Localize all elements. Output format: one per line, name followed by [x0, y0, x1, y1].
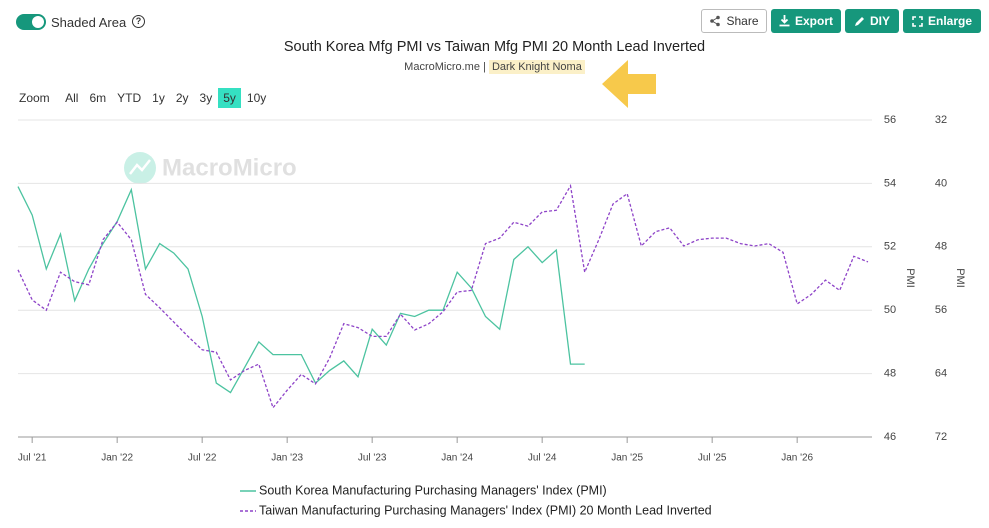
series-line — [17, 183, 869, 410]
watermark-text: MacroMicro — [162, 154, 297, 181]
series-line — [17, 186, 585, 394]
x-tick-label: Jul '22 — [188, 453, 217, 464]
y-tick-label: 56 — [884, 114, 896, 126]
export-button[interactable]: Export — [771, 9, 841, 33]
range-button[interactable]: 6m — [89, 91, 107, 105]
enlarge-icon — [912, 15, 923, 27]
y2-tick-label: 32 — [935, 114, 947, 126]
zoom-label: Zoom — [19, 91, 50, 105]
share-icon — [710, 15, 721, 27]
x-tick-label: Jul '24 — [528, 453, 557, 464]
button-label: DIY — [869, 14, 890, 28]
button-label: Export — [794, 14, 833, 28]
range-button[interactable]: 5y — [218, 88, 241, 108]
help-icon[interactable]: ? — [132, 15, 145, 28]
y2-axis-title: PMI — [954, 268, 966, 288]
range-button[interactable]: 10y — [246, 91, 267, 105]
diy-icon — [854, 16, 864, 26]
legend-label: South Korea Manufacturing Purchasing Man… — [259, 483, 607, 497]
range-selector: Zoom All 6m YTD 1y 2y 3y 5y 10y — [19, 88, 277, 108]
x-tick-label: Jan '22 — [101, 453, 133, 464]
diy-button[interactable]: DIY — [845, 9, 899, 33]
legend-label: Taiwan Manufacturing Purchasing Managers… — [259, 503, 712, 517]
y2-tick-label: 64 — [935, 368, 947, 380]
pointer-arrow — [602, 60, 656, 108]
range-button[interactable]: All — [65, 91, 79, 105]
x-tick-label: Jan '24 — [441, 453, 473, 464]
author: Dark Knight Noma — [488, 60, 585, 74]
range-button[interactable]: 2y — [175, 91, 189, 105]
source: MacroMicro.me | — [404, 61, 486, 73]
y2-tick-label: 56 — [935, 304, 947, 316]
y-axis-title: PMI — [904, 268, 916, 288]
enlarge-button[interactable]: Enlarge — [903, 9, 981, 33]
y2-tick-label: 48 — [935, 241, 947, 253]
y-tick-label: 54 — [884, 177, 896, 189]
button-label: Share — [726, 14, 759, 28]
y-tick-label: 52 — [884, 241, 896, 253]
x-tick-label: Jan '26 — [781, 453, 813, 464]
legend-item[interactable]: Taiwan Manufacturing Purchasing Managers… — [240, 503, 712, 517]
subtitle: MacroMicro.me | Dark Knight Noma — [0, 60, 989, 74]
legend-item[interactable]: South Korea Manufacturing Purchasing Man… — [240, 483, 607, 497]
button-label: Enlarge — [927, 14, 972, 28]
export-icon — [779, 15, 790, 27]
range-button[interactable]: YTD — [117, 91, 142, 105]
watermark: MacroMicro — [124, 152, 297, 184]
x-tick-label: Jan '25 — [611, 453, 643, 464]
y2-tick-label: 40 — [935, 177, 947, 189]
range-button[interactable]: 3y — [199, 91, 213, 105]
share-button[interactable]: Share — [701, 9, 767, 33]
toggle-label: Shaded Area — [51, 15, 127, 30]
x-tick-label: Jan '23 — [271, 453, 303, 464]
toggle-switch[interactable] — [16, 14, 46, 30]
chart-title: South Korea Mfg PMI vs Taiwan Mfg PMI 20… — [283, 39, 706, 55]
x-tick-label: Jul '23 — [358, 453, 387, 464]
y2-tick-label: 72 — [935, 431, 947, 443]
y-tick-label: 46 — [884, 431, 896, 443]
x-tick-label: Jul '25 — [698, 453, 727, 464]
y-tick-label: 50 — [884, 304, 896, 316]
range-button[interactable]: 1y — [152, 91, 165, 105]
y-tick-label: 48 — [884, 368, 896, 380]
x-tick-label: Jul '21 — [18, 453, 47, 464]
